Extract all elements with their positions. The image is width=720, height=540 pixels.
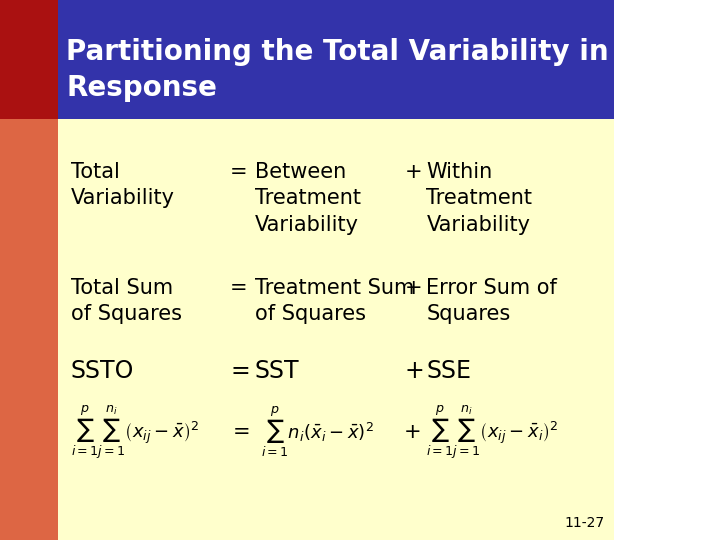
FancyBboxPatch shape — [0, 0, 58, 540]
Text: +: + — [405, 278, 423, 298]
Text: +: + — [404, 422, 421, 442]
FancyBboxPatch shape — [0, 0, 58, 119]
Text: 11-27: 11-27 — [564, 516, 604, 530]
Text: Total Sum
of Squares: Total Sum of Squares — [71, 278, 181, 325]
Text: +: + — [405, 162, 423, 182]
Text: $\sum_{i=1}^{p}\sum_{j=1}^{n_i}\left(x_{ij}-\bar{x}\right)^{2}$: $\sum_{i=1}^{p}\sum_{j=1}^{n_i}\left(x_{… — [71, 403, 199, 461]
Text: Between
Treatment
Variability: Between Treatment Variability — [255, 162, 361, 235]
FancyBboxPatch shape — [58, 0, 613, 119]
Text: +: + — [405, 359, 425, 383]
Text: $\sum_{i=1}^{p}\sum_{j=1}^{n_i}\left(x_{ij}-\bar{x}_i\right)^{2}$: $\sum_{i=1}^{p}\sum_{j=1}^{n_i}\left(x_{… — [426, 403, 559, 461]
Text: Treatment Sum
of Squares: Treatment Sum of Squares — [255, 278, 414, 325]
FancyBboxPatch shape — [58, 119, 613, 540]
Text: =: = — [230, 278, 248, 298]
Text: SSTO: SSTO — [71, 359, 134, 383]
Text: Within
Treatment
Variability: Within Treatment Variability — [426, 162, 533, 235]
Text: =: = — [233, 422, 251, 442]
Text: Error Sum of
Squares: Error Sum of Squares — [426, 278, 557, 325]
Text: SSE: SSE — [426, 359, 472, 383]
Text: Total
Variability: Total Variability — [71, 162, 174, 208]
Text: =: = — [230, 162, 248, 182]
Text: =: = — [230, 359, 250, 383]
Text: SST: SST — [255, 359, 300, 383]
Text: Partitioning the Total Variability in the
Response: Partitioning the Total Variability in th… — [66, 38, 670, 102]
Text: $\sum_{i=1}^{p}n_i\left(\bar{x}_i-\bar{x}\right)^{2}$: $\sum_{i=1}^{p}n_i\left(\bar{x}_i-\bar{x… — [261, 405, 374, 459]
